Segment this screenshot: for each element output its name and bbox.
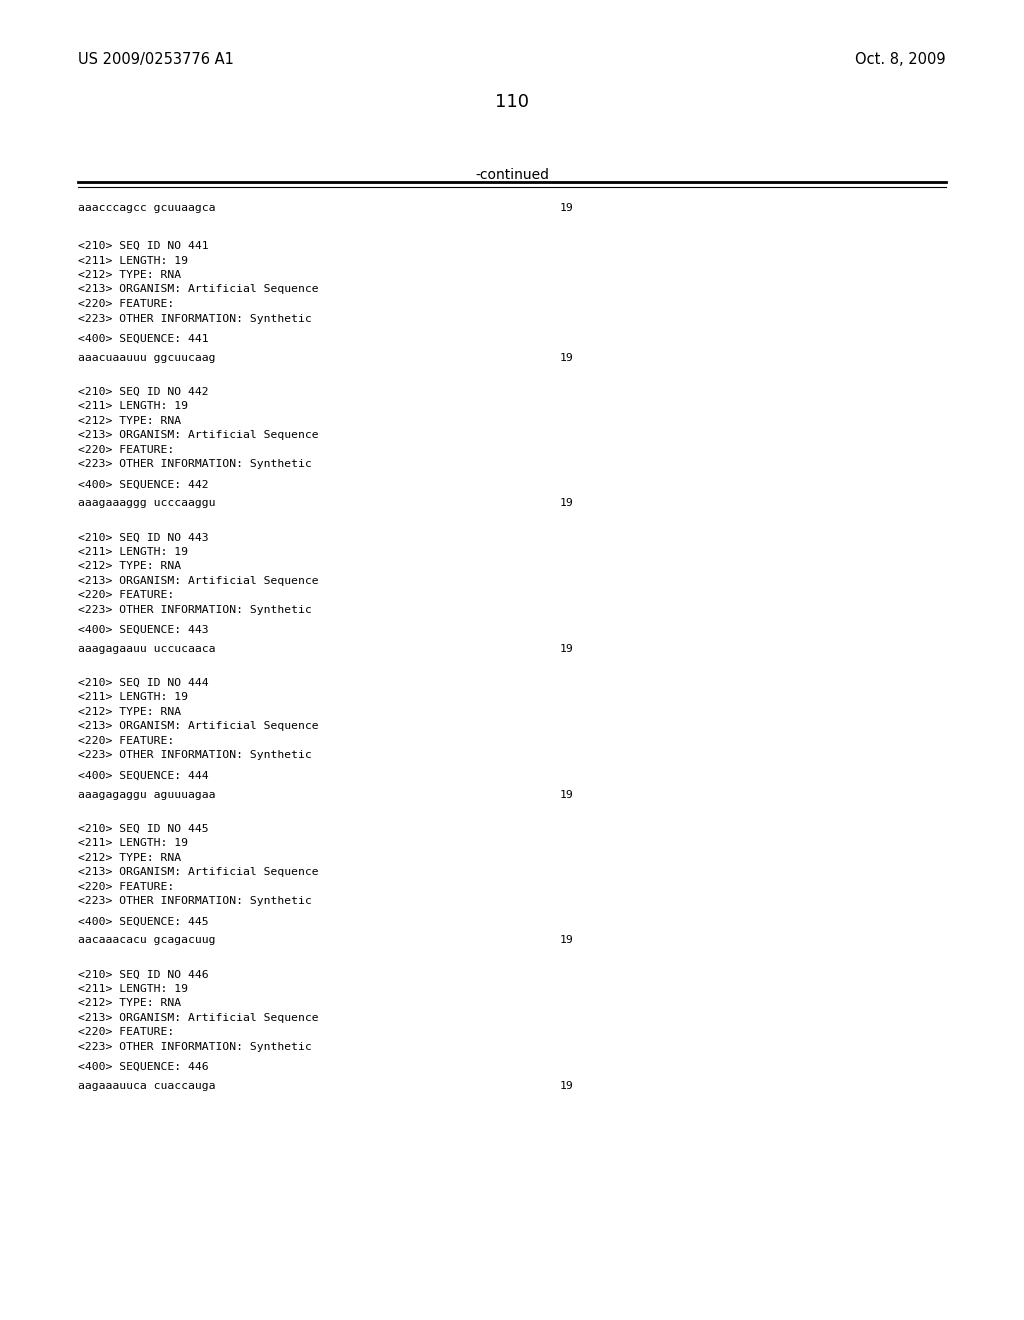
Text: aaagaaaggg ucccaaggu: aaagaaaggg ucccaaggu (78, 499, 215, 508)
Text: <400> SEQUENCE: 443: <400> SEQUENCE: 443 (78, 626, 209, 635)
Text: <210> SEQ ID NO 443: <210> SEQ ID NO 443 (78, 532, 209, 543)
Text: aaagagaggu aguuuagaa: aaagagaggu aguuuagaa (78, 789, 215, 800)
Text: <210> SEQ ID NO 442: <210> SEQ ID NO 442 (78, 387, 209, 396)
Text: <220> FEATURE:: <220> FEATURE: (78, 1027, 174, 1038)
Text: <212> TYPE: RNA: <212> TYPE: RNA (78, 561, 181, 572)
Text: <223> OTHER INFORMATION: Synthetic: <223> OTHER INFORMATION: Synthetic (78, 459, 311, 469)
Text: <212> TYPE: RNA: <212> TYPE: RNA (78, 708, 181, 717)
Text: 19: 19 (560, 644, 573, 653)
Text: 110: 110 (495, 92, 529, 111)
Text: <220> FEATURE:: <220> FEATURE: (78, 882, 174, 891)
Text: <211> LENGTH: 19: <211> LENGTH: 19 (78, 983, 188, 994)
Text: 19: 19 (560, 499, 573, 508)
Text: 19: 19 (560, 789, 573, 800)
Text: 19: 19 (560, 352, 573, 363)
Text: <213> ORGANISM: Artificial Sequence: <213> ORGANISM: Artificial Sequence (78, 576, 318, 586)
Text: aagaaauuca cuaccauga: aagaaauuca cuaccauga (78, 1081, 215, 1090)
Text: <223> OTHER INFORMATION: Synthetic: <223> OTHER INFORMATION: Synthetic (78, 605, 311, 615)
Text: 19: 19 (560, 936, 573, 945)
Text: <211> LENGTH: 19: <211> LENGTH: 19 (78, 838, 188, 849)
Text: <220> FEATURE:: <220> FEATURE: (78, 590, 174, 601)
Text: <213> ORGANISM: Artificial Sequence: <213> ORGANISM: Artificial Sequence (78, 722, 318, 731)
Text: <400> SEQUENCE: 446: <400> SEQUENCE: 446 (78, 1063, 209, 1072)
Text: aaacuaauuu ggcuucaag: aaacuaauuu ggcuucaag (78, 352, 215, 363)
Text: <223> OTHER INFORMATION: Synthetic: <223> OTHER INFORMATION: Synthetic (78, 314, 311, 323)
Text: <210> SEQ ID NO 444: <210> SEQ ID NO 444 (78, 678, 209, 688)
Text: <223> OTHER INFORMATION: Synthetic: <223> OTHER INFORMATION: Synthetic (78, 896, 311, 906)
Text: aaagagaauu uccucaaca: aaagagaauu uccucaaca (78, 644, 215, 653)
Text: 19: 19 (560, 1081, 573, 1090)
Text: -continued: -continued (475, 168, 549, 182)
Text: <400> SEQUENCE: 442: <400> SEQUENCE: 442 (78, 479, 209, 490)
Text: <212> TYPE: RNA: <212> TYPE: RNA (78, 271, 181, 280)
Text: <211> LENGTH: 19: <211> LENGTH: 19 (78, 693, 188, 702)
Text: <212> TYPE: RNA: <212> TYPE: RNA (78, 998, 181, 1008)
Text: <212> TYPE: RNA: <212> TYPE: RNA (78, 416, 181, 425)
Text: <223> OTHER INFORMATION: Synthetic: <223> OTHER INFORMATION: Synthetic (78, 1041, 311, 1052)
Text: aacaaacacu gcagacuug: aacaaacacu gcagacuug (78, 936, 215, 945)
Text: <220> FEATURE:: <220> FEATURE: (78, 445, 174, 454)
Text: <211> LENGTH: 19: <211> LENGTH: 19 (78, 546, 188, 557)
Text: <400> SEQUENCE: 444: <400> SEQUENCE: 444 (78, 771, 209, 780)
Text: aaacccagcc gcuuaagca: aaacccagcc gcuuaagca (78, 203, 215, 213)
Text: <220> FEATURE:: <220> FEATURE: (78, 737, 174, 746)
Text: <210> SEQ ID NO 445: <210> SEQ ID NO 445 (78, 824, 209, 834)
Text: <213> ORGANISM: Artificial Sequence: <213> ORGANISM: Artificial Sequence (78, 285, 318, 294)
Text: <400> SEQUENCE: 445: <400> SEQUENCE: 445 (78, 916, 209, 927)
Text: <210> SEQ ID NO 446: <210> SEQ ID NO 446 (78, 969, 209, 979)
Text: <213> ORGANISM: Artificial Sequence: <213> ORGANISM: Artificial Sequence (78, 867, 318, 876)
Text: 19: 19 (560, 203, 573, 213)
Text: <213> ORGANISM: Artificial Sequence: <213> ORGANISM: Artificial Sequence (78, 430, 318, 440)
Text: US 2009/0253776 A1: US 2009/0253776 A1 (78, 51, 233, 67)
Text: <223> OTHER INFORMATION: Synthetic: <223> OTHER INFORMATION: Synthetic (78, 751, 311, 760)
Text: <400> SEQUENCE: 441: <400> SEQUENCE: 441 (78, 334, 209, 343)
Text: <211> LENGTH: 19: <211> LENGTH: 19 (78, 401, 188, 411)
Text: <210> SEQ ID NO 441: <210> SEQ ID NO 441 (78, 242, 209, 251)
Text: Oct. 8, 2009: Oct. 8, 2009 (855, 51, 946, 67)
Text: <213> ORGANISM: Artificial Sequence: <213> ORGANISM: Artificial Sequence (78, 1012, 318, 1023)
Text: <211> LENGTH: 19: <211> LENGTH: 19 (78, 256, 188, 265)
Text: <212> TYPE: RNA: <212> TYPE: RNA (78, 853, 181, 862)
Text: <220> FEATURE:: <220> FEATURE: (78, 300, 174, 309)
